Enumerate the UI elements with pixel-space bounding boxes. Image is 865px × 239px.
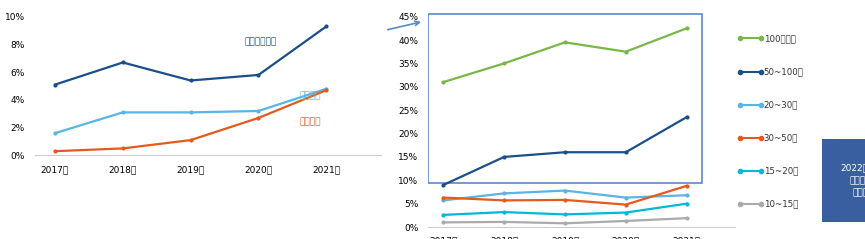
Text: 50~100万: 50~100万 bbox=[764, 67, 804, 76]
Text: 15~20万: 15~20万 bbox=[764, 166, 798, 175]
Text: 10~15万: 10~15万 bbox=[764, 199, 798, 208]
Bar bbox=[428, 14, 702, 183]
Text: 自主品牌: 自主品牌 bbox=[299, 118, 321, 127]
Text: 100万以上: 100万以上 bbox=[764, 34, 796, 43]
Text: 合资品牌: 合资品牌 bbox=[299, 91, 321, 100]
Text: 2022年看20
万以下的车
型渗透率: 2022年看20 万以下的车 型渗透率 bbox=[841, 163, 865, 197]
Text: 30~50万: 30~50万 bbox=[764, 133, 798, 142]
Text: 传统外企豪车: 传统外企豪车 bbox=[245, 37, 277, 46]
Text: 20~30万: 20~30万 bbox=[764, 100, 798, 109]
